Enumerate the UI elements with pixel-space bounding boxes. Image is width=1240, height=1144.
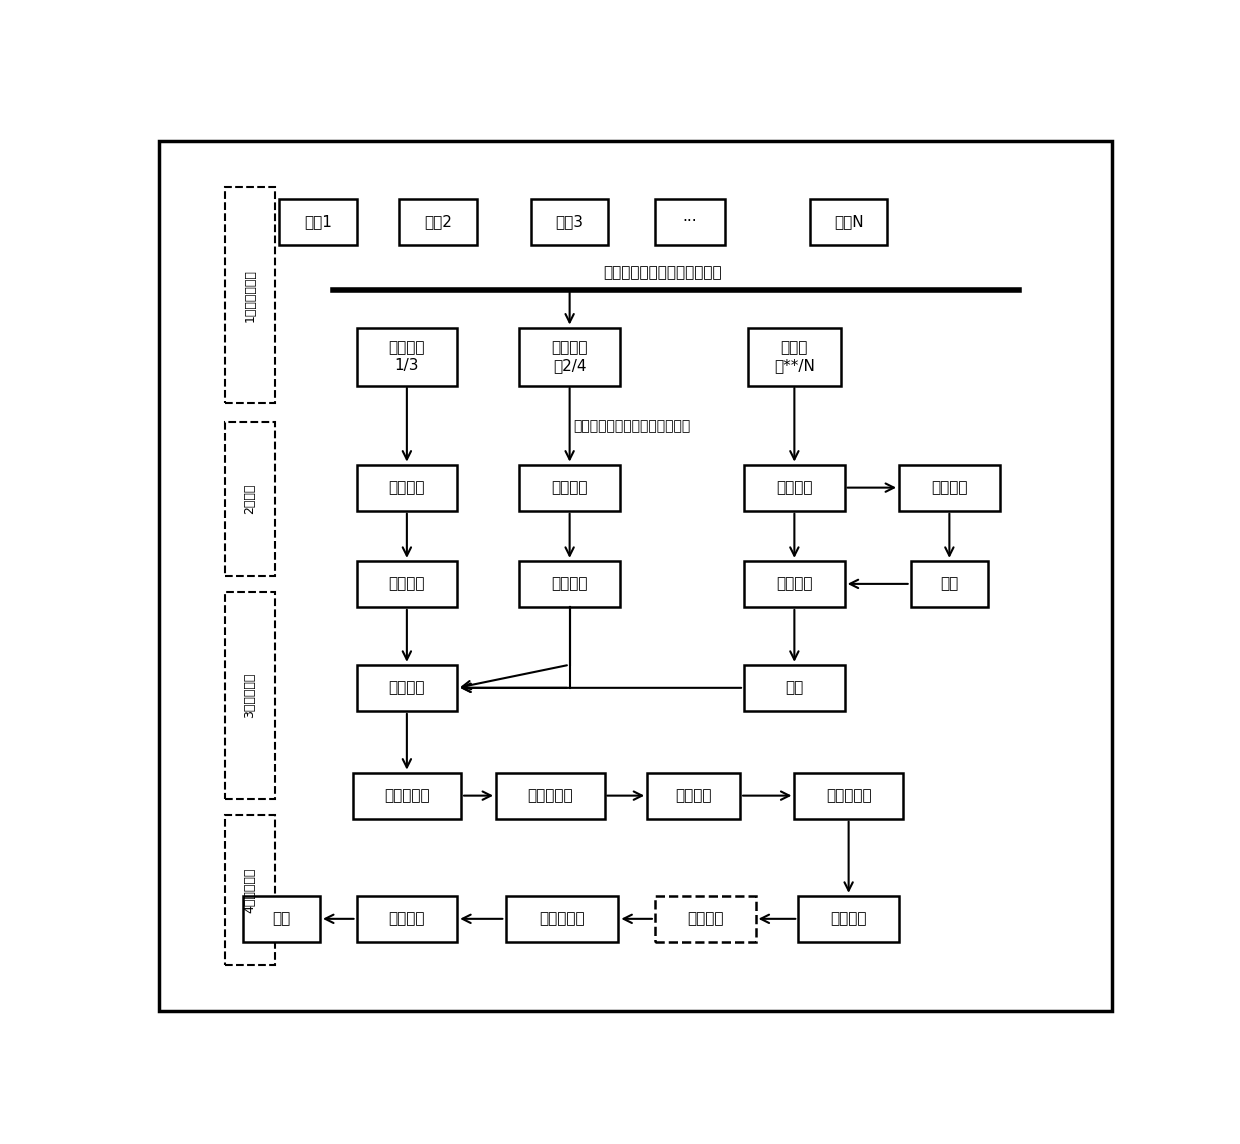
Bar [744, 561, 844, 607]
Text: 均质化投料: 均质化投料 [527, 788, 573, 803]
Bar [748, 328, 841, 386]
Bar [520, 561, 620, 607]
Bar [224, 188, 275, 403]
Bar [399, 199, 476, 245]
Bar [531, 199, 609, 245]
Text: 二次润叶: 二次润叶 [831, 912, 867, 927]
Bar [795, 772, 903, 819]
Text: 真空回潮: 真空回潮 [552, 480, 588, 495]
Text: 除杂模
块**/N: 除杂模 块**/N [774, 341, 815, 373]
Text: 烟叶质量评价评估与质量分类: 烟叶质量评价评估与质量分类 [604, 264, 722, 280]
Text: 一次润叶: 一次润叶 [676, 788, 712, 803]
Text: 调烟气模
块2/4: 调烟气模 块2/4 [552, 341, 588, 373]
Text: 多等级配比: 多等级配比 [384, 788, 430, 803]
Bar [910, 561, 988, 607]
Text: 4、配比加工: 4、配比加工 [243, 867, 257, 913]
Bar [506, 896, 618, 942]
Bar [357, 464, 458, 510]
Text: 3、烟化处理: 3、烟化处理 [243, 673, 257, 718]
Text: 在线挑选: 在线挑选 [931, 480, 967, 495]
Text: 2、复烤: 2、复烤 [243, 484, 257, 515]
Bar [224, 591, 275, 800]
Bar [810, 199, 888, 245]
Bar [357, 328, 458, 386]
Text: ···: ··· [682, 214, 697, 230]
Bar [357, 561, 458, 607]
Bar [279, 199, 357, 245]
Text: 1、烟叶与分级: 1、烟叶与分级 [243, 269, 257, 321]
Bar [899, 464, 999, 510]
Text: 等级3: 等级3 [556, 214, 584, 230]
Bar [799, 896, 899, 942]
Bar [655, 896, 755, 942]
Bar [655, 199, 724, 245]
Bar [357, 896, 458, 942]
Text: 复烤: 复烤 [785, 681, 804, 696]
Bar [744, 665, 844, 710]
Text: 等级N: 等级N [833, 214, 863, 230]
Text: 保香模块
1/3: 保香模块 1/3 [388, 341, 425, 373]
Bar [520, 464, 620, 510]
Text: 真空回潮: 真空回潮 [776, 480, 812, 495]
Bar [357, 665, 458, 710]
Text: 离线挑选: 离线挑选 [388, 577, 425, 591]
Text: 等级确认、脱箱分层、装框计量: 等级确认、脱箱分层、装框计量 [573, 419, 691, 434]
Text: 等级2: 等级2 [424, 214, 451, 230]
Text: 叶片复烤: 叶片复烤 [388, 912, 425, 927]
Text: 在线挑选: 在线挑选 [552, 577, 588, 591]
Bar [352, 772, 461, 819]
Bar [647, 772, 740, 819]
Text: 预混柜混匀: 预混柜混匀 [826, 788, 872, 803]
Bar [496, 772, 605, 819]
Text: 成品: 成品 [273, 912, 290, 927]
Text: 等级1: 等级1 [304, 214, 331, 230]
Text: 自然回潮: 自然回潮 [388, 480, 425, 495]
Bar [520, 328, 620, 386]
Bar [243, 896, 320, 942]
Bar [224, 815, 275, 966]
Text: 二次挑选: 二次挑选 [776, 577, 812, 591]
Text: 润叶: 润叶 [940, 577, 959, 591]
Text: 打叶副梗: 打叶副梗 [687, 912, 723, 927]
Text: 装框计量: 装框计量 [388, 681, 425, 696]
Bar [224, 422, 275, 577]
Bar [744, 464, 844, 510]
Text: 配方柜混匀: 配方柜混匀 [539, 912, 585, 927]
